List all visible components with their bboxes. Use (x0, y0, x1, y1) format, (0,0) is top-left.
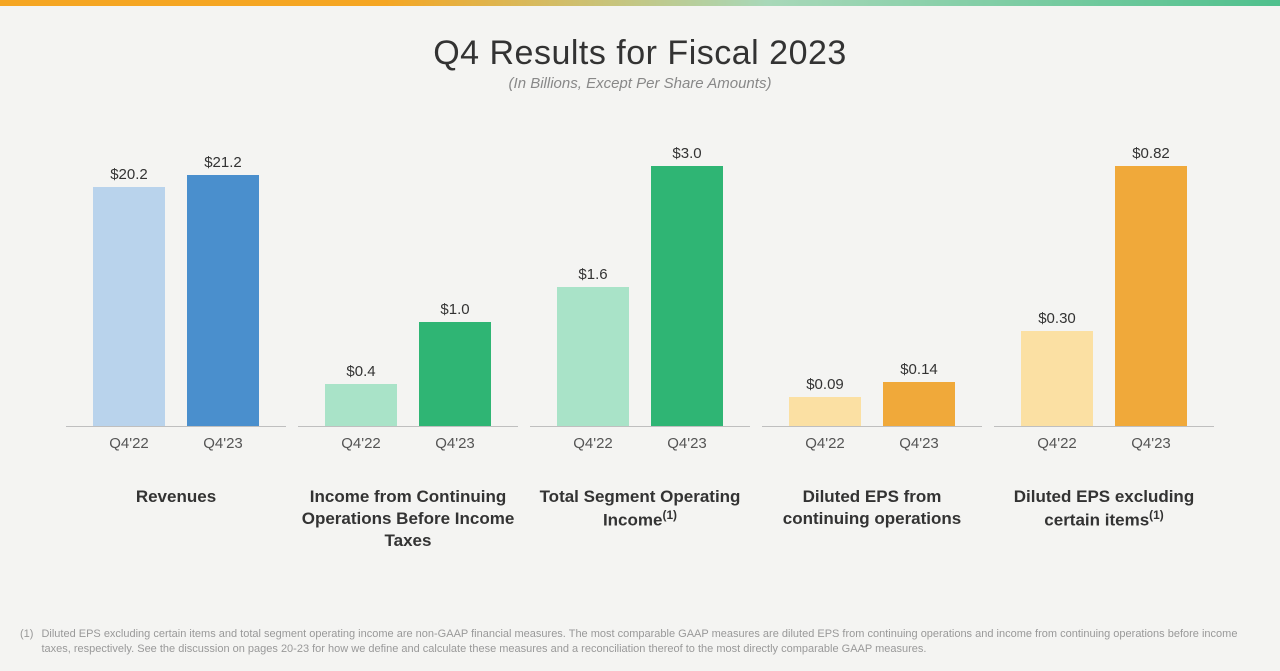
bars-area: $0.30 $0.82 (994, 147, 1214, 427)
axis-label: Q4'23 (883, 435, 955, 452)
bars-area: $0.4 $1.0 (298, 147, 518, 427)
bar-wrap: $0.09 (789, 376, 861, 426)
group-label: Diluted EPS excluding certain items(1) (988, 486, 1220, 552)
axis-label: Q4'22 (557, 435, 629, 452)
bar-wrap: $21.2 (187, 154, 259, 426)
bar (1021, 331, 1093, 426)
group-labels-row: RevenuesIncome from Continuing Operation… (60, 486, 1220, 552)
page-title: Q4 Results for Fiscal 2023 (20, 34, 1260, 73)
bar-value-label: $0.4 (346, 363, 375, 380)
footnote: (1) Diluted EPS excluding certain items … (20, 627, 1260, 657)
axis-label: Q4'22 (325, 435, 397, 452)
bar-value-label: $21.2 (204, 154, 242, 171)
bar (419, 322, 491, 426)
chart-panel: $0.09 $0.14 Q4'22 Q4'23 (756, 147, 988, 452)
bar (883, 382, 955, 426)
bar-wrap: $0.14 (883, 361, 955, 426)
axis-label: Q4'22 (1021, 435, 1093, 452)
group-label: Income from Continuing Operations Before… (292, 486, 524, 552)
title-block: Q4 Results for Fiscal 2023 (In Billions,… (20, 34, 1260, 92)
chart-panel: $0.4 $1.0 Q4'22 Q4'23 (292, 147, 524, 452)
bar-value-label: $1.6 (578, 266, 607, 283)
bar-wrap: $3.0 (651, 145, 723, 426)
slide-content: Q4 Results for Fiscal 2023 (In Billions,… (0, 6, 1280, 552)
axis-row: Q4'22 Q4'23 (66, 427, 286, 452)
group-label: Revenues (60, 486, 292, 552)
chart-panel: $0.30 $0.82 Q4'22 Q4'23 (988, 147, 1220, 452)
bar (557, 287, 629, 426)
footnote-number: (1) (20, 627, 33, 657)
axis-label: Q4'23 (651, 435, 723, 452)
axis-row: Q4'22 Q4'23 (298, 427, 518, 452)
bars-area: $20.2 $21.2 (66, 147, 286, 427)
axis-row: Q4'22 Q4'23 (994, 427, 1214, 452)
axis-label: Q4'22 (93, 435, 165, 452)
bar-wrap: $1.0 (419, 301, 491, 426)
axis-row: Q4'22 Q4'23 (762, 427, 982, 452)
bar-wrap: $20.2 (93, 166, 165, 426)
footnote-text: Diluted EPS excluding certain items and … (41, 627, 1260, 657)
bar-wrap: $0.82 (1115, 145, 1187, 426)
bar-wrap: $1.6 (557, 266, 629, 426)
bar (789, 397, 861, 426)
chart-panel: $20.2 $21.2 Q4'22 Q4'23 (60, 147, 292, 452)
bar (187, 175, 259, 426)
bar-value-label: $0.09 (806, 376, 844, 393)
group-label: Total Segment Operating Income(1) (524, 486, 756, 552)
bar (93, 187, 165, 426)
bar-value-label: $3.0 (672, 145, 701, 162)
bars-area: $1.6 $3.0 (530, 147, 750, 427)
page-subtitle: (In Billions, Except Per Share Amounts) (20, 75, 1260, 92)
bar-wrap: $0.4 (325, 363, 397, 426)
axis-label: Q4'23 (187, 435, 259, 452)
charts-row: $20.2$21.2Q4'22Q4'23$0.4$1.0Q4'22Q4'23$1… (60, 132, 1220, 452)
axis-label: Q4'22 (789, 435, 861, 452)
axis-label: Q4'23 (419, 435, 491, 452)
bar (651, 166, 723, 426)
bar-value-label: $0.82 (1132, 145, 1170, 162)
bar-value-label: $20.2 (110, 166, 148, 183)
bar (325, 384, 397, 426)
bars-area: $0.09 $0.14 (762, 147, 982, 427)
chart-panel: $1.6 $3.0 Q4'22 Q4'23 (524, 147, 756, 452)
bar-value-label: $0.14 (900, 361, 938, 378)
group-label: Diluted EPS from continuing operations (756, 486, 988, 552)
bar (1115, 166, 1187, 426)
axis-label: Q4'23 (1115, 435, 1187, 452)
bar-wrap: $0.30 (1021, 310, 1093, 426)
bar-value-label: $1.0 (440, 301, 469, 318)
axis-row: Q4'22 Q4'23 (530, 427, 750, 452)
bar-value-label: $0.30 (1038, 310, 1076, 327)
